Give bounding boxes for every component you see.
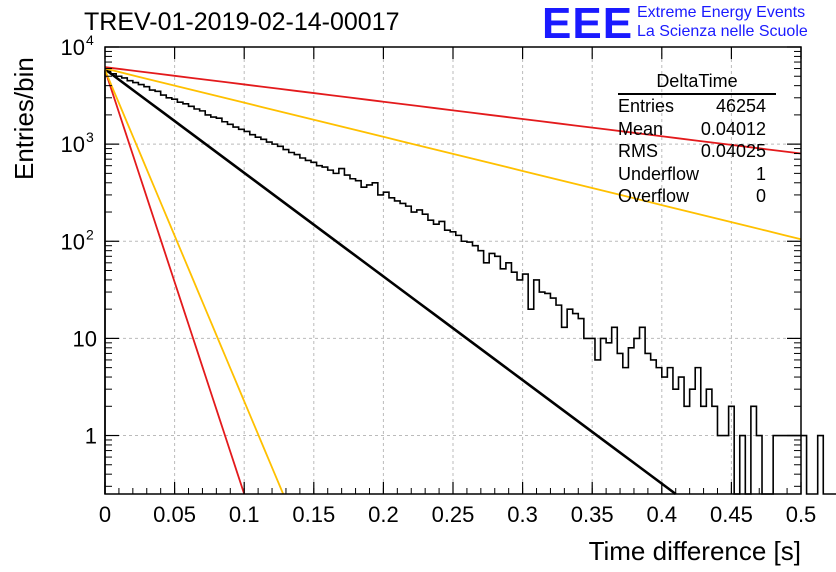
y-tick-label: 1 — [85, 424, 97, 449]
x-axis-label: Time difference [s] — [589, 536, 801, 566]
eee-logo: EEE — [542, 0, 634, 48]
y-tick-exponent: 3 — [86, 129, 94, 145]
x-tick-label: 0.25 — [432, 502, 475, 527]
x-tick-label: 0.05 — [153, 502, 196, 527]
y-tick-label: 10 — [73, 326, 97, 351]
stats-label: Overflow — [618, 186, 690, 206]
stats-label: Entries — [618, 96, 675, 116]
expected-rate-line — [104, 66, 802, 155]
x-tick-label: 0 — [99, 502, 111, 527]
tick-layer: 0 0.05 0.1 0.15 0.2 0.25 0.3 0.35 0.4 0.45 0.51101… — [61, 32, 817, 527]
logo-line-1: Extreme Energy Events — [637, 4, 806, 21]
y-tick-exponent: 4 — [86, 32, 94, 48]
logo-line-2: La Scienza nelle Scuole — [637, 23, 808, 40]
x-tick-label: 0.15 — [292, 502, 335, 527]
x-tick-label: 0.45 — [710, 502, 753, 527]
y-tick-label: 10 — [61, 35, 85, 60]
x-tick-label: 0.2 — [368, 502, 399, 527]
expected-rate-line — [104, 67, 802, 241]
y-axis-label: Entries/bin — [9, 57, 39, 180]
stats-value: 46254 — [715, 96, 766, 116]
x-tick-label: 0.1 — [229, 502, 260, 527]
histogram-layer — [104, 70, 836, 495]
stats-row-rms: RMS 0.04025 — [612, 140, 776, 163]
stats-label: RMS — [618, 141, 658, 161]
stats-value: 1 — [755, 163, 766, 184]
x-tick-label: 0.5 — [786, 502, 817, 527]
x-tick-label: 0.35 — [571, 502, 614, 527]
logo-caption: Extreme Energy Events La Scienza nelle S… — [637, 3, 808, 41]
stats-value: 0.04025 — [700, 141, 766, 161]
stats-value: 0.04012 — [700, 118, 766, 139]
y-tick-label: 10 — [61, 229, 85, 254]
y-tick-exponent: 2 — [86, 226, 94, 242]
stats-label: Underflow — [618, 163, 700, 184]
fit-line-black — [104, 68, 677, 496]
expected-rate-line — [104, 69, 246, 495]
grid-layer — [105, 47, 801, 494]
stats-title: DeltaTime — [618, 70, 776, 95]
y-tick-label: 10 — [61, 132, 85, 157]
fit-curves-layer — [104, 66, 802, 496]
stats-row-underflow: Underflow 1 — [612, 163, 776, 186]
x-tick-label: 0.3 — [507, 502, 538, 527]
x-tick-label: 0.4 — [647, 502, 678, 527]
stats-label: Mean — [618, 118, 664, 139]
stats-value: 0 — [755, 186, 766, 206]
histogram-deltatime — [104, 70, 836, 495]
stats-box: DeltaTime Entries 46254 Mean 0.04012 RMS… — [612, 70, 776, 208]
expected-rate-line — [104, 69, 285, 495]
stats-row-overflow: Overflow 0 — [612, 185, 776, 208]
stats-row-entries: Entries 46254 — [612, 95, 776, 118]
stats-row-mean: Mean 0.04012 — [612, 118, 776, 141]
plot-title: TREV-01-2019-02-14-00017 — [84, 8, 400, 36]
